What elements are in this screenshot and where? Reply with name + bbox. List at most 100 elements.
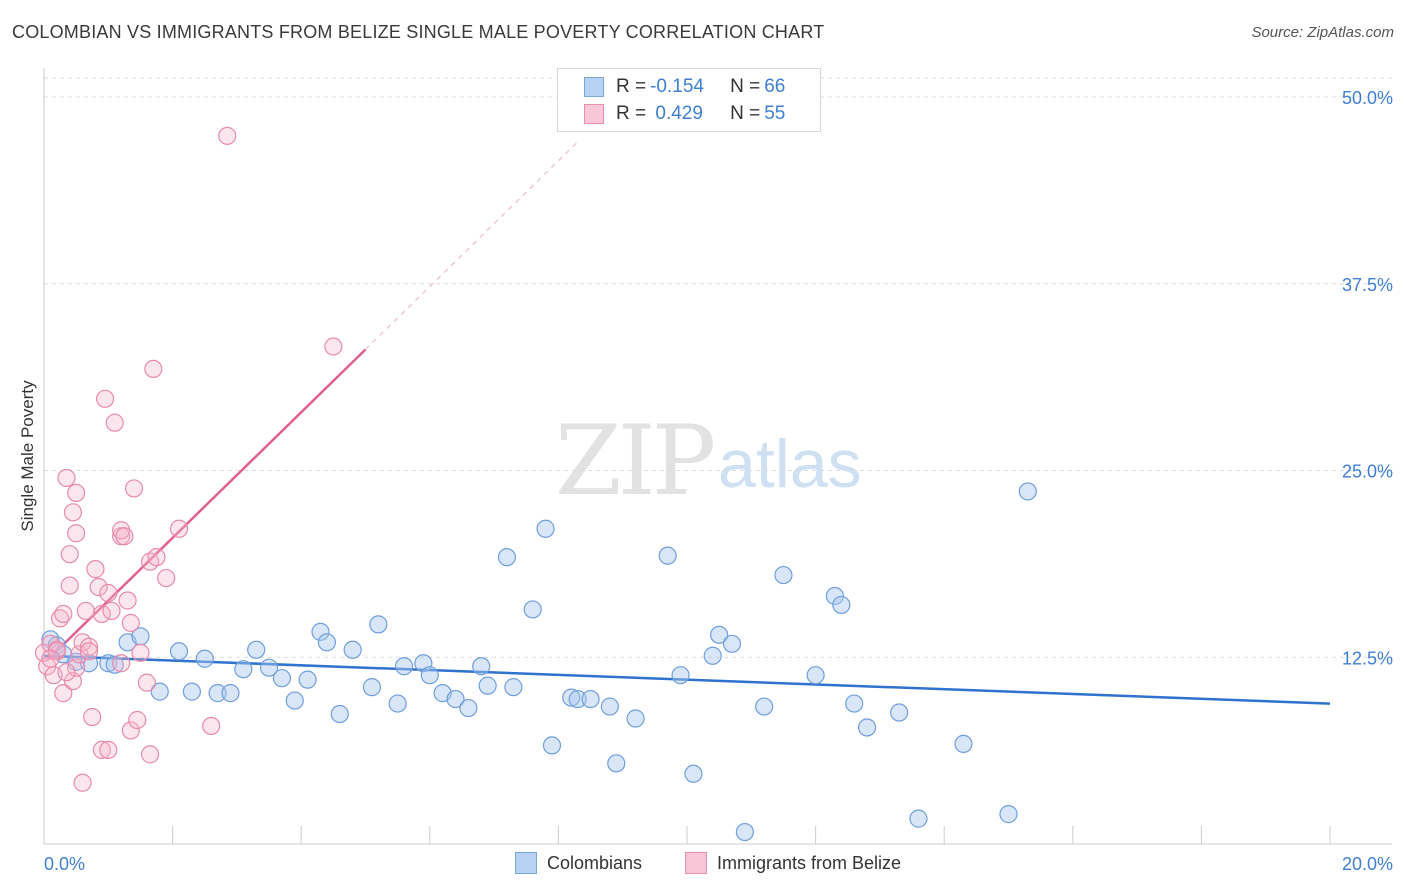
trend-belize-extension xyxy=(365,141,579,350)
point-colombians xyxy=(845,694,864,713)
point-belize xyxy=(218,126,237,145)
point-colombians xyxy=(857,718,877,737)
point-colombians xyxy=(536,519,555,538)
gridlines xyxy=(44,77,1392,658)
point-belize xyxy=(67,483,86,503)
point-colombians xyxy=(394,657,414,676)
bottom-legend-belize: Immigrants from Belize xyxy=(685,852,901,874)
legend-r-label: R = xyxy=(616,103,647,124)
point-colombians xyxy=(420,666,439,685)
point-colombians xyxy=(497,548,517,567)
point-belize xyxy=(95,389,115,408)
watermark-zip: ZIP xyxy=(555,405,716,517)
point-colombians xyxy=(568,689,587,709)
point-colombians xyxy=(954,734,973,754)
bottom-legend-label-belize: Immigrants from Belize xyxy=(717,852,902,873)
ticks: 12.5% 25.0% 37.5% 50.0% 0.0% 20.0% xyxy=(44,88,1393,874)
bottom-legend-label-colombians: Colombians xyxy=(547,852,643,873)
point-colombians xyxy=(221,684,240,703)
bottom-swatch-belize xyxy=(685,852,707,874)
trend-lines xyxy=(43,141,1331,705)
point-belize xyxy=(47,640,66,659)
point-belize xyxy=(144,359,163,379)
point-belize xyxy=(147,548,166,567)
point-colombians xyxy=(182,682,201,701)
point-belize xyxy=(76,601,95,621)
trend-belize xyxy=(46,348,367,662)
point-colombians xyxy=(825,586,844,606)
point-colombians xyxy=(710,625,729,644)
point-colombians xyxy=(735,822,754,842)
point-colombians xyxy=(388,694,407,713)
point-belize xyxy=(60,576,79,595)
point-colombians xyxy=(343,640,362,659)
point-colombians xyxy=(684,764,703,783)
point-belize xyxy=(112,654,131,673)
bottom-swatch-colombians xyxy=(515,852,537,874)
point-colombians xyxy=(330,704,349,724)
legend-n-value: 66 xyxy=(764,76,786,97)
point-colombians xyxy=(999,805,1018,824)
point-colombians xyxy=(369,615,388,634)
y-tick-label: 12.5% xyxy=(1342,648,1393,668)
point-colombians xyxy=(285,691,304,710)
point-belize xyxy=(89,577,108,597)
point-colombians xyxy=(909,809,928,828)
point-belize xyxy=(121,613,140,632)
point-colombians xyxy=(298,670,317,689)
legend-n-label: N = xyxy=(730,103,761,124)
legend-n-value: 55 xyxy=(764,103,786,124)
point-belize xyxy=(115,527,134,546)
point-belize xyxy=(67,658,86,677)
data-points xyxy=(34,126,1037,842)
legend-n-label: N = xyxy=(730,76,761,97)
point-belize xyxy=(54,684,73,703)
point-belize xyxy=(79,637,99,656)
legend-row-colombians: R = -0.154 N = 66 xyxy=(584,75,785,99)
point-colombians xyxy=(478,676,497,695)
y-tick-label: 25.0% xyxy=(1342,462,1393,482)
chart-title: COLOMBIAN VS IMMIGRANTS FROM BELIZE SING… xyxy=(12,22,825,42)
point-belize xyxy=(128,710,147,730)
point-belize xyxy=(105,413,124,432)
point-belize xyxy=(79,642,99,661)
point-colombians xyxy=(658,546,677,565)
point-belize xyxy=(86,560,105,579)
point-belize xyxy=(118,591,137,610)
point-colombians xyxy=(99,654,118,673)
point-colombians xyxy=(195,649,214,668)
point-colombians xyxy=(832,595,851,615)
point-colombians xyxy=(105,655,124,674)
point-colombians xyxy=(208,684,227,703)
point-belize xyxy=(57,663,76,682)
point-belize xyxy=(67,524,86,543)
point-colombians xyxy=(362,678,382,697)
point-colombians xyxy=(272,669,292,688)
y-tick-label: 37.5% xyxy=(1342,275,1393,295)
point-colombians xyxy=(247,640,266,659)
point-colombians xyxy=(459,698,478,718)
point-colombians xyxy=(626,709,645,728)
x-tick-label: 0.0% xyxy=(44,854,85,874)
point-colombians xyxy=(150,682,169,701)
point-belize xyxy=(169,519,189,538)
point-colombians xyxy=(504,678,523,697)
correlation-legend: R = -0.154 N = 66 R = 0.429 N = 55 xyxy=(557,68,821,132)
trend-colombians xyxy=(43,654,1331,705)
point-colombians xyxy=(607,754,626,773)
point-belize xyxy=(131,643,150,662)
point-belize xyxy=(121,721,140,740)
point-belize xyxy=(99,583,118,603)
point-colombians xyxy=(562,688,581,707)
point-colombians xyxy=(317,633,337,652)
point-belize xyxy=(41,649,60,668)
point-belize xyxy=(63,672,83,691)
watermark-atlas: atlas xyxy=(718,426,862,502)
point-colombians xyxy=(169,642,189,661)
point-colombians xyxy=(1018,482,1037,501)
y-tick-label: 50.0% xyxy=(1342,88,1393,108)
point-colombians xyxy=(446,689,465,709)
point-belize xyxy=(324,337,343,356)
x-tick-label: 20.0% xyxy=(1342,854,1393,874)
